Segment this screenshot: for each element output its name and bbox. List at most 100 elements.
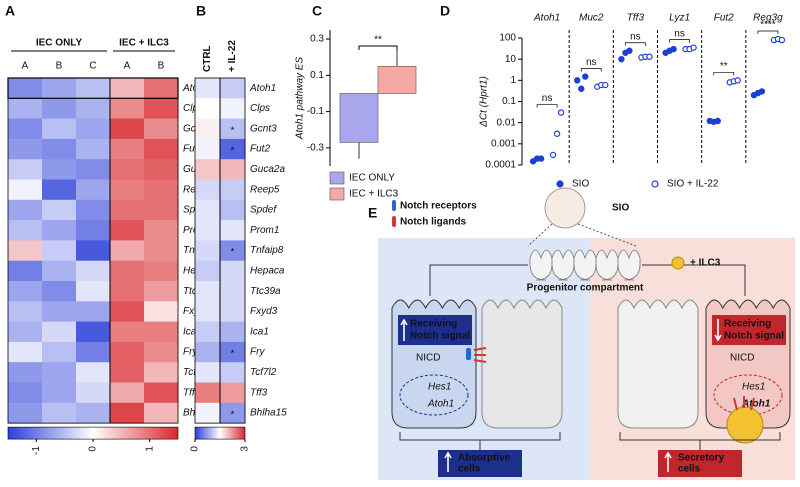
heatmap-cell [220, 78, 246, 99]
data-point [714, 117, 721, 125]
signal-label: Receiving [724, 319, 771, 330]
legend-swatch [329, 187, 345, 201]
data-point [537, 155, 545, 162]
data-point [578, 85, 585, 92]
heatmap-cell [220, 402, 246, 424]
organoid-label: SIO [612, 203, 629, 214]
cell-label: * [231, 349, 235, 360]
row-label: Spdef [250, 205, 277, 216]
heatmap-cell [8, 281, 43, 302]
heatmap-cell [76, 321, 111, 343]
heatmap-cell [220, 98, 246, 120]
significance-label: ns [630, 31, 641, 42]
heatmap-cell [8, 260, 43, 282]
ilc3-icon [671, 256, 685, 270]
heatmap-cell [220, 199, 246, 221]
row-label: Fut2 [183, 144, 203, 155]
receptor-icon [392, 200, 396, 211]
significance-label: ns [542, 93, 553, 104]
heatmap-cell [42, 382, 77, 404]
heatmap-cell [8, 199, 43, 221]
outcome-label: cells [458, 464, 481, 475]
heatmap-cell [195, 260, 221, 282]
heatmap-cell [42, 321, 77, 343]
significance-bracket [580, 68, 602, 72]
heatmap-cell [220, 382, 246, 404]
heatmap-cell [42, 199, 77, 221]
data-point [690, 44, 697, 51]
heatmap-cell [144, 260, 179, 282]
outcome-label: Secretory [678, 453, 725, 464]
significance-bracket [713, 71, 735, 76]
heatmap-cell [42, 118, 77, 140]
heatmap-cell [220, 321, 246, 343]
heatmap-cell [195, 118, 221, 140]
significance-label: ** [720, 61, 728, 72]
heatmap-cell [144, 98, 179, 120]
data-point [626, 47, 633, 54]
heatmap-cell [195, 78, 221, 99]
significance-label: ns [586, 57, 597, 68]
row-label: Fry [250, 347, 265, 358]
outcome-box [658, 450, 742, 477]
row-label: Guca2a [250, 164, 285, 175]
heatmap-cell [195, 220, 221, 241]
heatmap-cell [76, 240, 111, 262]
zoom-lines [527, 223, 637, 247]
cell-label: * [231, 410, 235, 421]
heatmap-cell [110, 199, 145, 221]
heatmap-cell [110, 138, 145, 160]
legend-label: IEC + ILC3 [349, 189, 399, 200]
heatmap-cell [195, 402, 221, 424]
heatmap-cell [144, 118, 179, 140]
heatmap-cell [8, 78, 43, 99]
heatmap-cell [195, 159, 221, 180]
atoh-label: Atoh1 [741, 399, 771, 410]
y-axis-label: ΔCt (Hprt1) [479, 76, 490, 128]
row-label: Ica1 [183, 326, 202, 337]
panel-label: D [440, 3, 450, 19]
y-axis-label: Atoh1 pathway ES [295, 57, 306, 141]
panel-label: B [196, 3, 206, 19]
category-label: Reg3g [753, 13, 783, 24]
heatmap-cell [144, 362, 179, 383]
data-point [734, 77, 741, 84]
nucleus [713, 374, 783, 416]
heatmap-cell [76, 138, 111, 160]
heatmap-cell [8, 240, 43, 262]
heatmap-cell [42, 138, 77, 160]
row-label: Gcnt3 [250, 123, 277, 134]
heatmap-cell [42, 179, 77, 201]
heatmap-cell [8, 321, 43, 343]
heatmap-cell [110, 321, 145, 343]
column-label: B [56, 61, 63, 72]
outcome-label: cells [678, 464, 701, 475]
group-label: IEC ONLY [36, 38, 83, 49]
heatmap-cell [110, 402, 145, 424]
bracket [619, 432, 781, 450]
signal-arrow [400, 318, 408, 341]
heatmap-cell [8, 341, 43, 363]
significance-label: ns [674, 28, 685, 39]
heatmap-cell [8, 220, 43, 241]
colorbar-label: 0 [190, 446, 201, 452]
heatmap-cell [8, 98, 43, 120]
heatmap-cell [42, 260, 77, 282]
outcome-arrow [444, 451, 452, 472]
data-point [549, 151, 557, 159]
heatmap-cell [195, 321, 221, 343]
legend-label: Notch receptors [400, 201, 477, 212]
heatmap-cell [110, 382, 145, 404]
heatmap-cell [8, 382, 43, 404]
ligand-icon [392, 216, 396, 227]
heatmap-cell [144, 220, 179, 241]
heatmap-cell [220, 260, 246, 282]
legend-swatch [329, 171, 345, 185]
heatmap-cell [144, 281, 179, 302]
heatmap-cell [220, 362, 246, 383]
heatmap-cell [220, 220, 246, 241]
outcome-arrow [664, 451, 672, 472]
heatmap-cell [42, 281, 77, 302]
heatmap-cell [110, 179, 145, 201]
significance-bracket [358, 45, 398, 50]
